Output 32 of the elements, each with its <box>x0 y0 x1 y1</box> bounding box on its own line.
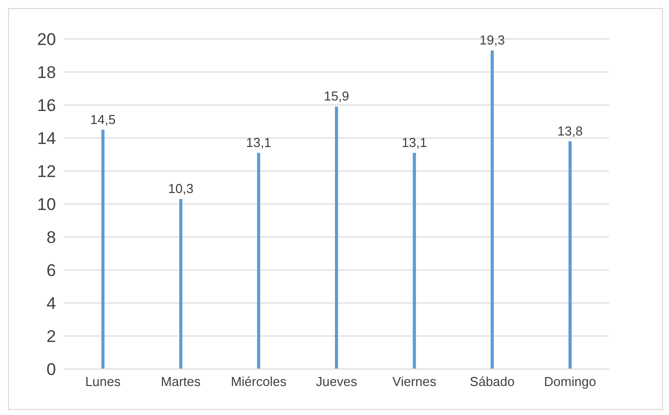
bar <box>101 130 104 369</box>
data-label: 15,9 <box>324 88 350 104</box>
data-label: 13,8 <box>557 123 583 138</box>
y-tick-label: 2 <box>46 327 56 346</box>
data-label: 13,1 <box>246 134 272 150</box>
data-label: 14,5 <box>90 112 116 127</box>
y-tick-label: 6 <box>46 261 56 280</box>
bar <box>334 106 338 369</box>
x-tick-label: Viernes <box>392 374 437 390</box>
y-tick-label: 16 <box>37 96 56 116</box>
data-label: 19,3 <box>480 32 505 48</box>
x-tick-label: Miércoles <box>230 374 287 390</box>
y-tick-label: 0 <box>46 360 56 380</box>
data-label: 13,1 <box>402 134 428 150</box>
x-tick-label: Sábado <box>470 374 515 390</box>
bar <box>412 152 416 369</box>
x-tick-label: Domingo <box>544 374 596 390</box>
data-label: 10,3 <box>168 181 194 196</box>
x-tick-label: Martes <box>160 374 202 390</box>
bar <box>257 152 260 369</box>
y-tick-label: 10 <box>37 195 56 214</box>
bar <box>568 141 572 369</box>
bar <box>179 199 182 369</box>
y-tick-label: 12 <box>37 162 56 182</box>
x-tick-label: Lunes <box>85 374 122 390</box>
y-tick-label: 4 <box>46 294 56 314</box>
x-tick-label: Jueves <box>316 374 358 390</box>
y-tick-label: 14 <box>37 129 56 148</box>
y-tick-label: 20 <box>37 30 56 50</box>
y-tick-label: 18 <box>37 63 56 82</box>
bar <box>490 50 494 369</box>
y-tick-label: 8 <box>46 228 56 248</box>
